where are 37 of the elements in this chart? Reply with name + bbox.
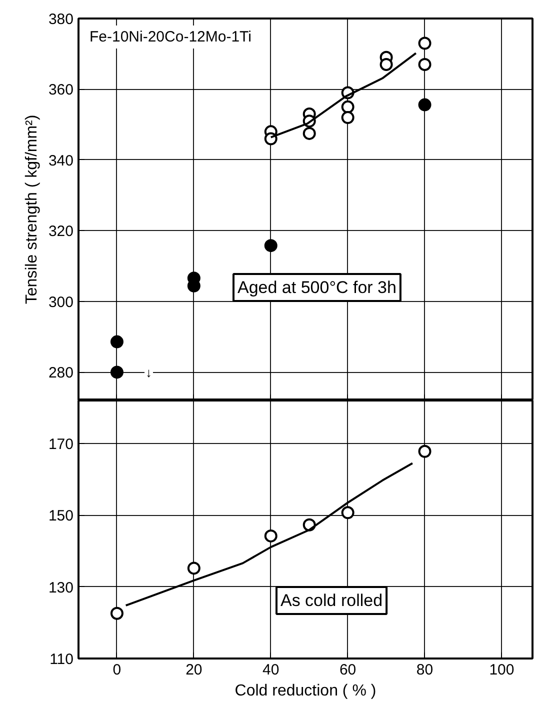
x-axis-title: Cold reduction ( % ) — [234, 682, 376, 700]
point — [110, 335, 124, 348]
point — [187, 562, 200, 575]
annotation: As cold rolled — [280, 591, 383, 610]
text: Fe-10Ni-20Co-12Mo-1Ti — [90, 28, 252, 46]
point — [341, 100, 354, 114]
x-tick-label: 20 — [186, 662, 202, 678]
x-tick-label: 40 — [262, 662, 280, 678]
point — [418, 444, 432, 458]
y-tick-label: 380 — [48, 11, 74, 28]
point — [418, 36, 432, 50]
y-tick-label: 300 — [48, 294, 74, 311]
y-tick-label: 150 — [48, 508, 74, 525]
x-tick-label: 60 — [339, 662, 356, 678]
point — [341, 506, 354, 520]
annotation: ↓ — [146, 365, 152, 380]
x-tick-label: 80 — [416, 662, 434, 678]
point — [418, 58, 432, 71]
point — [110, 606, 124, 620]
y-tick-label: 320 — [48, 223, 74, 240]
y-tick-label: 110 — [50, 651, 74, 668]
annotation: Aged at 500°C for 3h — [238, 278, 396, 297]
point — [264, 239, 278, 252]
y-tick-label: 280 — [48, 364, 74, 382]
point — [380, 58, 393, 71]
point — [418, 98, 432, 112]
point — [341, 111, 354, 124]
point — [302, 126, 316, 140]
y-axis-title: Tensile strength ( kgf/mm²) — [23, 114, 40, 304]
y-tick-label: 360 — [48, 82, 74, 99]
x-tick-label: 100 — [489, 662, 514, 678]
point — [264, 529, 278, 542]
point — [110, 366, 124, 379]
y-tick-label: 340 — [48, 152, 74, 170]
y-tick-label: 170 — [48, 436, 74, 453]
y-tick-label: 130 — [48, 579, 74, 596]
x-tick-label: 0 — [112, 662, 122, 678]
